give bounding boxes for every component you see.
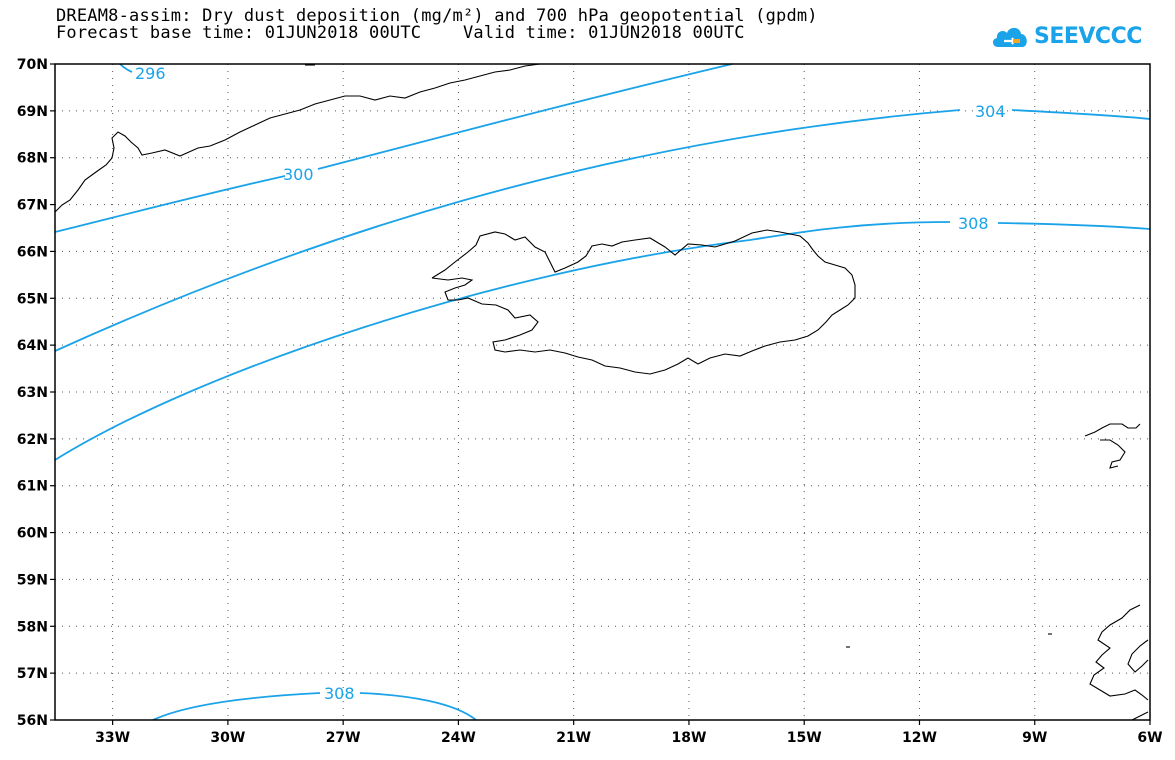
- graticule: [55, 64, 1150, 720]
- longitude-label: 18W: [671, 730, 706, 746]
- latitude-label: 64N: [17, 338, 48, 354]
- latitude-labels: 70N 69N 68N 67N 66N 65N 64N 63N 62N 61N 60N 59N 58N 5…: [17, 57, 55, 729]
- contour-label-304: 304: [975, 102, 1006, 121]
- longitude-label: 15W: [787, 730, 822, 746]
- seevccc-logo: SEEVCCC: [990, 18, 1142, 54]
- logo-text: SEEVCCC: [1034, 23, 1142, 49]
- contour-296: [119, 63, 133, 73]
- contour-label-308: 308: [958, 214, 989, 233]
- longitude-labels: 33W 30W 27W 24W 21W 18W 15W 12W 9W 6W: [95, 720, 1163, 746]
- faroe-coast: [1084, 423, 1141, 469]
- latitude-label: 61N: [17, 479, 48, 495]
- contour-300-b: [317, 63, 733, 170]
- longitude-label: 12W: [902, 730, 937, 746]
- longitude-label: 30W: [210, 730, 245, 746]
- latitude-label: 68N: [17, 151, 48, 167]
- contour-304-b: [1011, 109, 1151, 120]
- latitude-label: 66N: [17, 244, 48, 260]
- contour-label-296: 296: [135, 64, 166, 83]
- contour-308-south-b: [359, 692, 477, 721]
- latitude-label: 67N: [17, 198, 48, 214]
- forecast-times: Forecast base time: 01JUN2018 00UTC Vali…: [56, 23, 745, 43]
- latitude-label: 65N: [17, 291, 48, 307]
- contour-label-layer: 296 300 304 308 308: [135, 64, 1006, 703]
- longitude-label: 24W: [441, 730, 476, 746]
- contour-304-a: [54, 109, 961, 352]
- contour-308-south-a: [152, 692, 321, 721]
- contour-308-a: [54, 221, 951, 461]
- scotland-coast: [1089, 604, 1149, 721]
- latitude-label: 62N: [17, 432, 48, 448]
- latitude-label: 56N: [17, 713, 48, 729]
- latitude-label: 57N: [17, 666, 48, 682]
- chart-title: DREAM8-assim: Dry dust deposition (mg/m²…: [56, 6, 818, 26]
- iceland-coast: [431, 229, 856, 375]
- contour-label-300: 300: [283, 165, 314, 184]
- latitude-label: 63N: [17, 385, 48, 401]
- latitude-label: 59N: [17, 572, 48, 588]
- latitude-label: 58N: [17, 619, 48, 635]
- latitude-label: 70N: [17, 57, 48, 73]
- latitude-label: 60N: [17, 526, 48, 542]
- contour-308-b: [997, 222, 1151, 230]
- cloud-icon: [992, 27, 1027, 47]
- latitude-label: 69N: [17, 104, 48, 120]
- greenland-coast: [54, 63, 541, 213]
- longitude-label: 27W: [326, 730, 361, 746]
- map-frame: [54, 63, 1151, 721]
- contour-label-308-south: 308: [324, 684, 355, 703]
- longitude-label: 21W: [556, 730, 591, 746]
- longitude-label: 9W: [1022, 730, 1047, 746]
- longitude-label: 6W: [1137, 730, 1162, 746]
- longitude-label: 33W: [95, 730, 130, 746]
- coastlines: [54, 63, 1149, 721]
- contour-300-a: [54, 175, 286, 233]
- geopotential-contours: [54, 63, 1151, 721]
